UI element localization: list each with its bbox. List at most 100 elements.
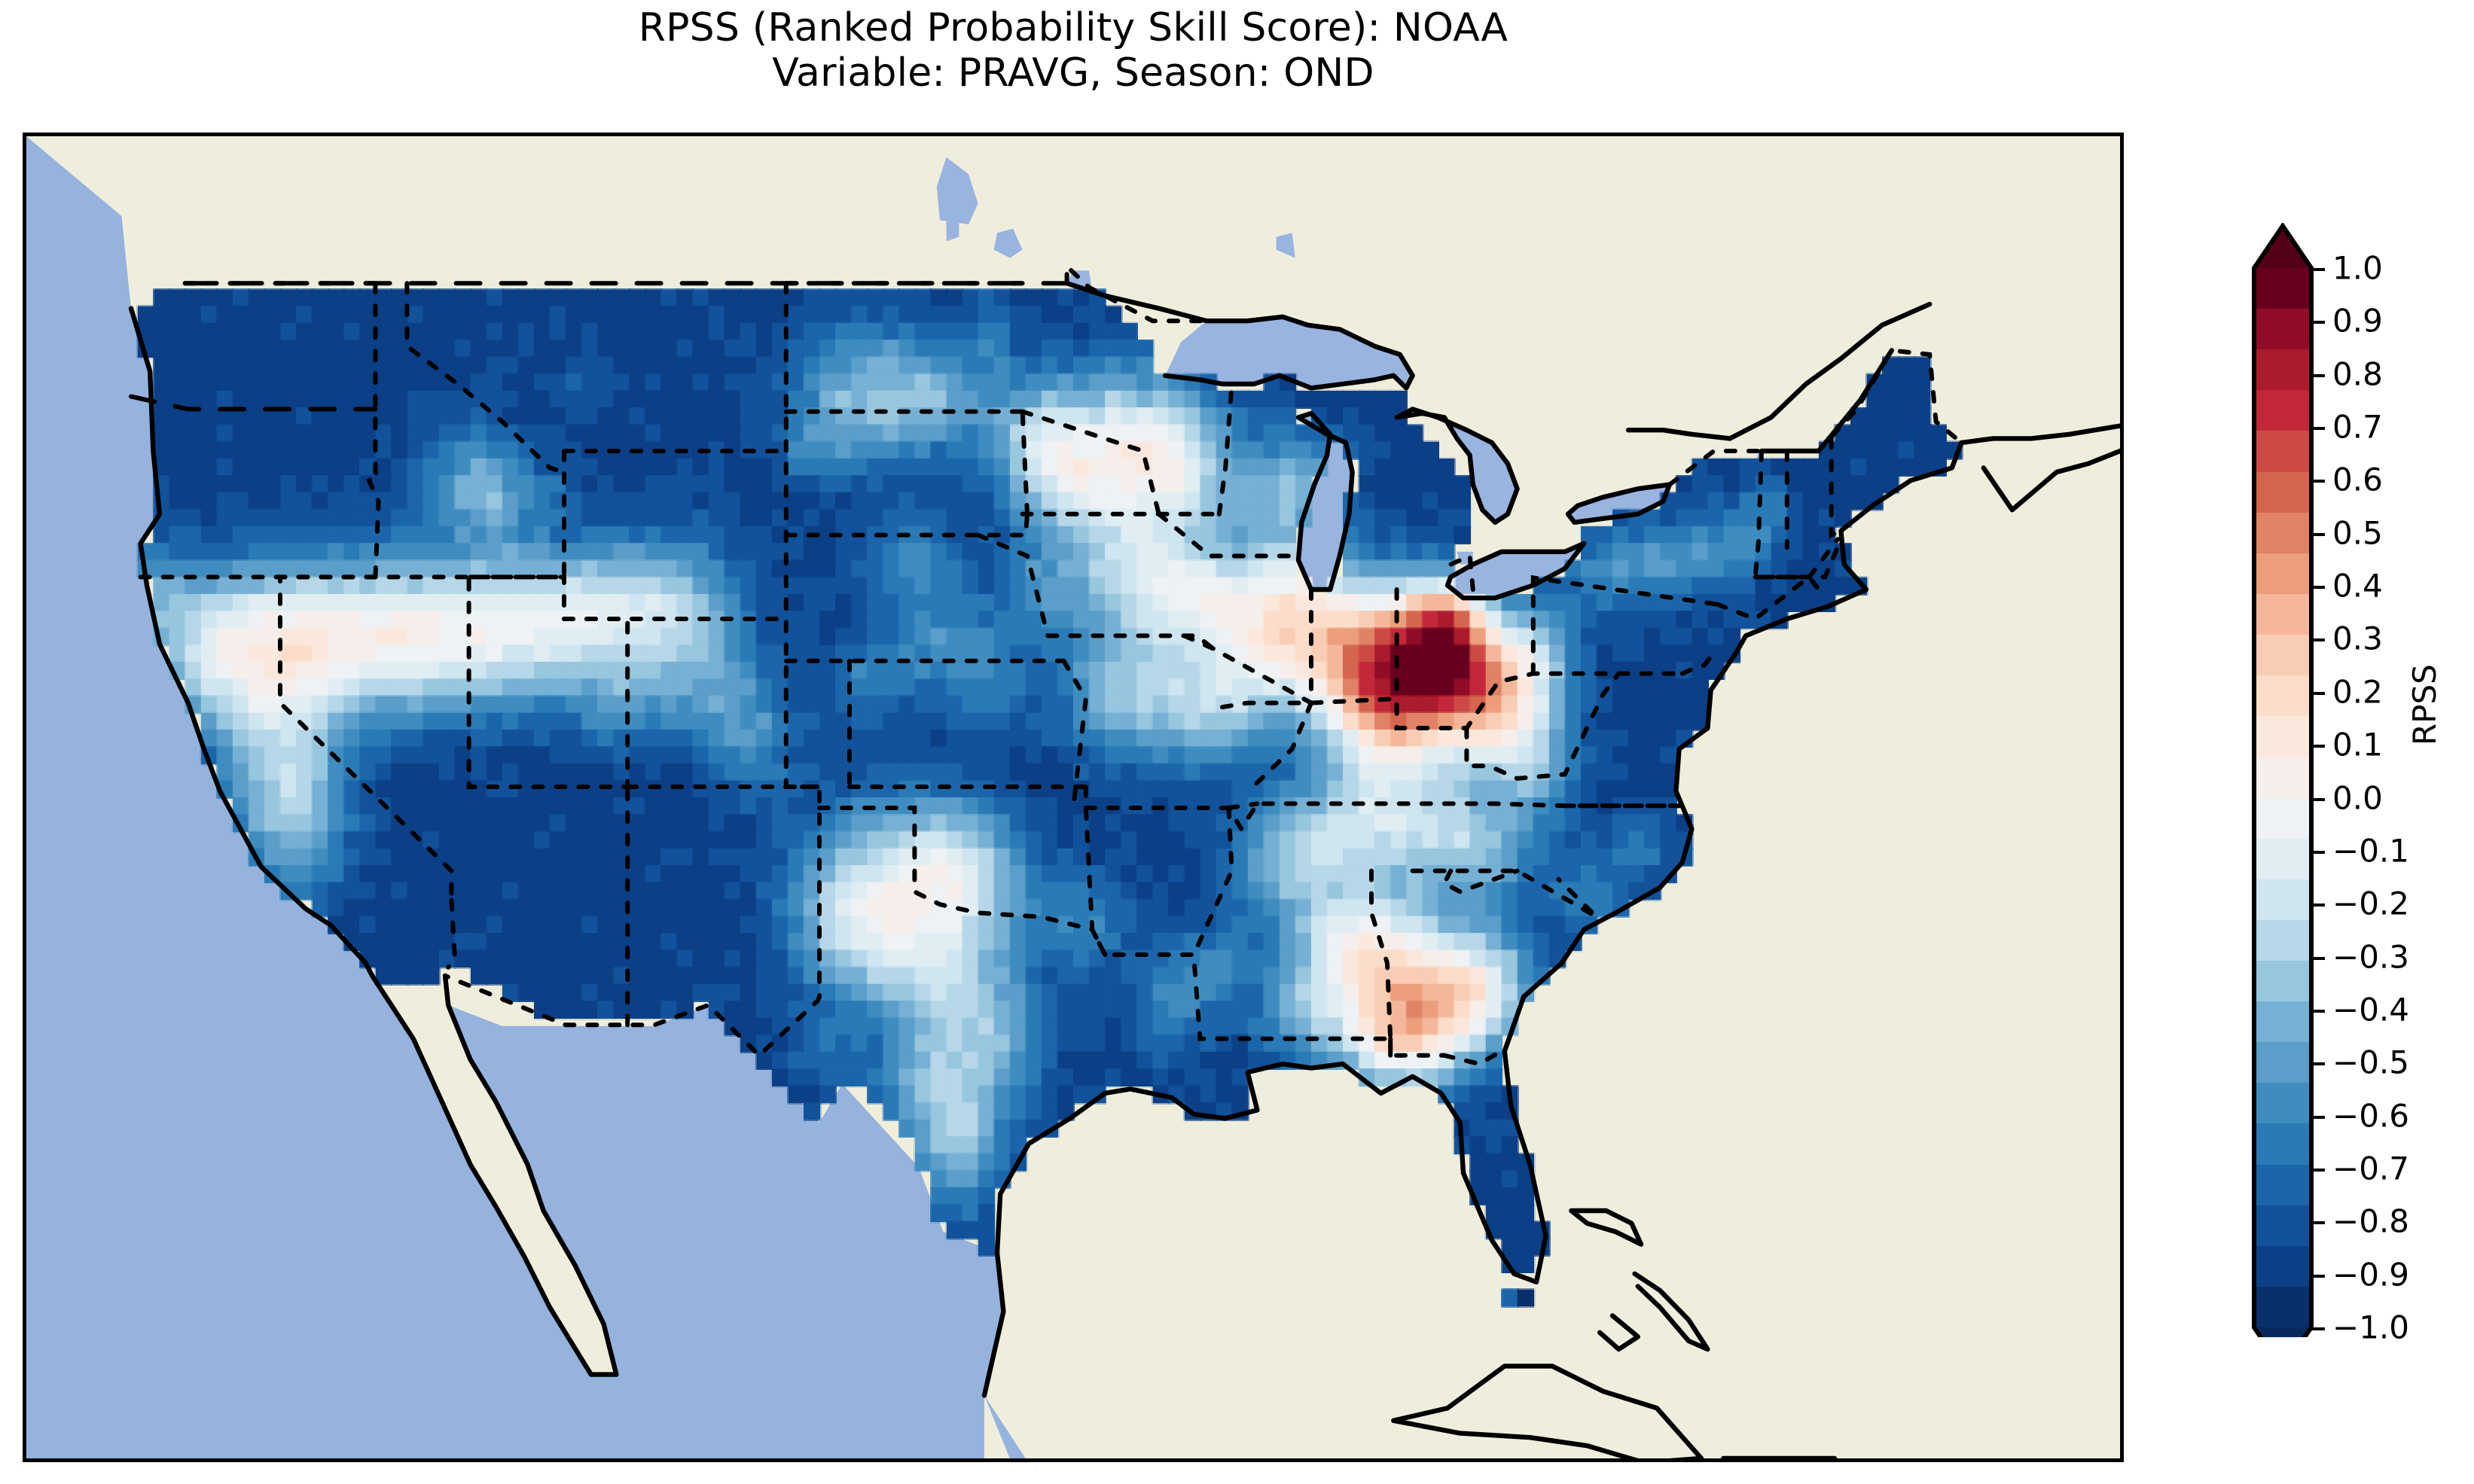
coast-lake-erie	[1444, 541, 1587, 601]
colorbar-tick-label: −0.7	[2332, 1150, 2409, 1187]
colorbar-tick-label: −0.1	[2332, 832, 2409, 870]
colorbar-segment	[2254, 309, 2311, 350]
colorbar-tick-mark	[2311, 1327, 2325, 1330]
colorbar-tick-label: −0.2	[2332, 885, 2409, 922]
border-usa-canada-mn	[1064, 261, 1209, 324]
colorbar-tick-mark	[2311, 691, 2325, 695]
colorbar-tick-label: 0.9	[2332, 302, 2383, 340]
colorbar-segment	[2254, 1205, 2311, 1247]
coast-lake-michigan	[1295, 410, 1355, 593]
border-sd-mn	[1020, 409, 1030, 517]
border-tn-ky	[1083, 801, 1682, 833]
border-ca-az	[446, 897, 457, 970]
colorbar-tick-mark	[2311, 427, 2325, 431]
coast-nova-scotia	[1981, 448, 2120, 513]
colorbar-segment	[2254, 1001, 2311, 1043]
colorbar-segment	[2254, 919, 2311, 961]
colorbar-tick-label: −0.4	[2332, 991, 2409, 1028]
coast-st-lawrence-n	[1626, 301, 1933, 441]
colorbar-over-arrow	[2254, 226, 2311, 268]
colorbar-border	[2252, 223, 2314, 1337]
colorbar-segment	[2254, 838, 2311, 880]
colorbar-segment	[2254, 1083, 2311, 1124]
border-mn-sd-wi	[1020, 409, 1161, 517]
colorbar-segment	[2254, 797, 2311, 840]
coast-lake-ontario	[1565, 482, 1672, 525]
colorbar-segment	[2254, 675, 2311, 717]
coastlines	[128, 281, 2120, 1458]
colorbar-segment	[2254, 1123, 2311, 1166]
border-tx-ar	[1090, 927, 1108, 957]
colorbar[interactable]: 1.0 0.9 0.8 0.7 0.6 0.5 0.4 0.3 0.2 0.1 0.0 −0.1 −0.…	[2252, 223, 2474, 1346]
border-ca-nv-az	[278, 574, 454, 903]
colorbar-segment	[2254, 960, 2311, 1002]
colorbar-segment	[2254, 757, 2311, 799]
map-axes[interactable]	[23, 133, 2124, 1462]
colorbar-tick-mark	[2311, 1062, 2325, 1066]
border-ga-al	[1369, 868, 1393, 1041]
border-ma-nh	[1807, 537, 1841, 580]
colorbar-under-arrow	[2254, 1327, 2311, 1337]
coast-pacific	[128, 306, 375, 979]
border-mo-ky	[1226, 801, 1260, 810]
colorbar-tick-mark	[2311, 480, 2325, 483]
border-ne-ia	[975, 532, 1051, 638]
border-wi-il	[1156, 511, 1304, 559]
border-usa-canada-detroit	[1448, 552, 1475, 592]
border-103-104	[783, 281, 822, 999]
coast-mexico-east	[981, 1250, 1006, 1398]
border-ut	[466, 574, 630, 789]
coast-bahamas-3	[1597, 1313, 1640, 1352]
border-pa-nj-de	[1679, 654, 1713, 676]
colorbar-tick-label: −0.6	[2332, 1097, 2409, 1135]
colorbar-segment	[2254, 431, 2311, 473]
colorbar-tick-mark	[2311, 586, 2325, 590]
colorbar-segment	[2254, 1042, 2311, 1083]
colorbar-tick-mark	[2311, 1274, 2325, 1278]
colorbar-segment	[2254, 879, 2311, 921]
border-ia-mo	[1045, 633, 1216, 651]
colorbar-tick-mark	[2311, 956, 2325, 960]
colorbar-tick-mark	[2311, 268, 2325, 271]
coast-lake-huron	[1394, 407, 1520, 525]
border-nh-me	[1829, 436, 1844, 539]
border-usa-canada-east	[1667, 348, 1964, 487]
colorbar-segment	[2254, 471, 2311, 513]
colorbar-tick-mark	[2311, 797, 2325, 801]
colorbar-segment	[2254, 1245, 2311, 1287]
border-sd-ne	[783, 511, 1030, 538]
colorbar-tick-label: 0.4	[2332, 567, 2383, 605]
colorbar-tick-mark	[2311, 321, 2325, 325]
colorbar-tick-label: 0.8	[2332, 355, 2383, 393]
border-sc-nc-2	[1441, 868, 1520, 894]
colorbar-tick-mark	[2311, 850, 2325, 854]
colorbar-tick-label: 0.6	[2332, 461, 2383, 498]
title-line-1: RPSS (Ranked Probability Skill Score): N…	[638, 5, 1508, 50]
border-ma-ct-ri	[1753, 537, 1844, 580]
colorbar-segment	[2254, 268, 2311, 309]
border-usa-mexico	[443, 974, 822, 1059]
colorbar-tick-label: −0.5	[2332, 1044, 2409, 1081]
colorbar-tick-mark	[2311, 1168, 2325, 1172]
state-borders	[129, 261, 1964, 1067]
border-il-mo	[1182, 633, 1313, 705]
colorbar-tick-mark	[2311, 373, 2325, 377]
colorbar-segment	[2254, 593, 2311, 635]
title-line-2: Variable: PRAVG, Season: OND	[772, 50, 1374, 96]
coast-bahamas-1	[1569, 1208, 1644, 1247]
border-mt-id-2	[404, 281, 566, 474]
colorbar-tick-mark	[2311, 532, 2325, 536]
border-ks-mo	[1061, 658, 1088, 810]
border-ny-vt-ma	[1753, 449, 1812, 580]
border-wa-or	[129, 394, 378, 412]
colorbar-tick-mark	[2311, 904, 2325, 907]
colorbar-tick-label: 0.1	[2332, 726, 2383, 763]
colorbar-tick-mark	[2311, 1009, 2325, 1013]
colorbar-tick-label: 0.3	[2332, 620, 2383, 657]
coast-lake-superior	[1064, 281, 1415, 391]
border-fl-al-ga	[1388, 1036, 1447, 1058]
colorbar-segment	[2254, 512, 2311, 554]
colorbar-tick-mark	[2311, 1221, 2325, 1225]
colorbar-tick-label: 0.2	[2332, 673, 2383, 711]
colorbar-tick-label: 0.5	[2332, 514, 2383, 552]
